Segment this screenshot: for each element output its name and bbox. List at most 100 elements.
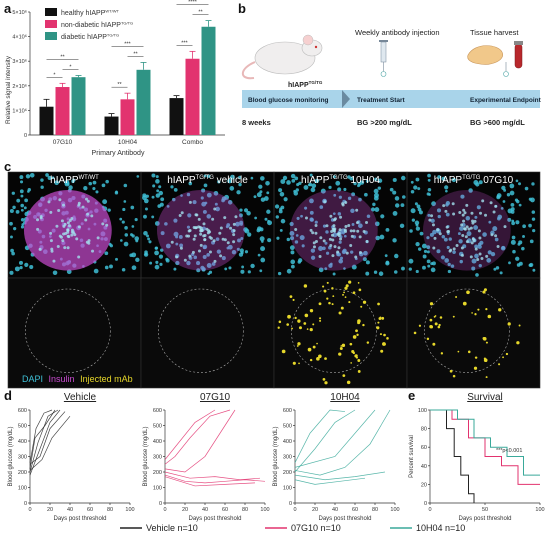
nucleus-dot — [380, 214, 385, 219]
glucose-line — [164, 409, 231, 465]
nucleus-dot — [509, 190, 515, 196]
islet-nucleus — [68, 224, 72, 228]
nucleus-dot — [10, 235, 13, 239]
panel-a-legend: healthy hIAPPWT/WT non-diabetic hIAPPTG/T… — [45, 8, 133, 41]
antibody-signal — [306, 328, 309, 330]
nucleus-dot — [155, 175, 159, 179]
nucleus-dot — [250, 176, 254, 180]
islet-nucleus — [347, 223, 351, 227]
antibody-signal — [482, 337, 487, 341]
nucleus-dot — [158, 185, 162, 189]
islet-outline — [423, 288, 510, 373]
y-tick-label: 200 — [153, 470, 162, 476]
nucleus-dot — [295, 188, 299, 192]
legend-swatch — [45, 8, 57, 16]
nucleus-dot — [244, 250, 249, 254]
islet-nucleus — [208, 250, 212, 254]
x-axis-label: Days post threshold — [188, 516, 241, 522]
nucleus-dot — [309, 210, 314, 215]
nucleus-dot — [351, 264, 357, 270]
nucleus-dot — [359, 180, 365, 185]
islet-nucleus — [318, 254, 322, 258]
islet-nucleus — [358, 235, 362, 239]
antibody-signal — [483, 358, 488, 363]
nucleus-dot — [289, 245, 295, 251]
nucleus-dot — [130, 233, 133, 237]
nucleus-dot — [11, 191, 15, 195]
antibody-signal — [376, 326, 380, 330]
islet-nucleus — [339, 237, 343, 241]
nucleus-dot — [20, 203, 25, 208]
legend-label: Vehicle n=10 — [146, 523, 198, 533]
antibody-signal — [339, 347, 343, 351]
antibody-signal — [474, 356, 478, 359]
nucleus-dot — [422, 254, 427, 259]
antibody-signal — [346, 380, 351, 385]
islet-nucleus — [337, 246, 341, 250]
antibody-signal — [356, 333, 359, 337]
x-axis-label: Days post threshold — [458, 516, 511, 522]
nucleus-dot — [123, 183, 128, 188]
antibody-signal — [348, 280, 352, 284]
significance-label: *** — [181, 40, 188, 46]
islet-nucleus — [314, 223, 318, 227]
microscopy-image-bottom — [7, 277, 142, 389]
islet-nucleus — [349, 244, 353, 248]
nucleus-dot — [309, 217, 314, 222]
nucleus-dot — [459, 259, 463, 264]
nucleus-dot — [310, 255, 316, 260]
nucleus-dot — [347, 196, 352, 201]
nucleus-dot — [335, 180, 341, 186]
antibody-signal — [342, 374, 346, 378]
nucleus-dot — [324, 267, 328, 271]
nucleus-dot — [448, 237, 452, 241]
y-tick-label: 600 — [18, 408, 27, 414]
nucleus-dot — [418, 210, 423, 215]
islet-nucleus — [61, 239, 65, 243]
nucleus-dot — [68, 185, 73, 190]
nucleus-dot — [531, 217, 536, 221]
nucleus-dot — [107, 208, 111, 212]
nucleus-dot — [202, 244, 208, 250]
antibody-signal — [287, 314, 291, 319]
x-tick-label: 80 — [242, 507, 248, 513]
panel-c-microscopy: c hIAPPWT/WT hIAPPTG/TG vehicle hIAPPTG/TG… — [4, 159, 541, 389]
nucleus-dot — [260, 197, 266, 202]
islet-nucleus — [478, 252, 482, 256]
nucleus-dot — [414, 202, 418, 206]
significance-label: **** — [188, 0, 197, 6]
nucleus-dot — [364, 192, 368, 197]
plot-title: 10H04 — [330, 392, 360, 403]
islet-nucleus — [234, 215, 238, 219]
x-tick-label: 07G10 — [53, 139, 73, 146]
islet-nucleus — [86, 212, 90, 216]
glucose-line — [294, 409, 376, 468]
nucleus-dot — [366, 214, 371, 219]
nucleus-dot — [120, 239, 123, 242]
nucleus-dot — [282, 175, 288, 181]
nucleus-dot — [415, 223, 419, 227]
islet-nucleus — [477, 229, 481, 233]
nucleus-dot — [325, 251, 330, 255]
nucleus-dot — [18, 260, 23, 265]
nucleus-dot — [410, 180, 414, 184]
nucleus-dot — [154, 250, 159, 256]
nucleus-dot — [29, 172, 35, 178]
bar — [55, 87, 70, 135]
islet-nucleus — [56, 245, 60, 249]
antibody-signal — [297, 319, 301, 323]
plot-title: Survival — [467, 392, 503, 403]
antibody-signal — [292, 361, 296, 365]
panels-d-e: d e Vehicle n=10 07G10 n=10 10H04 n=10 Veh… — [4, 388, 545, 533]
bar — [136, 69, 151, 135]
nucleus-dot — [121, 268, 126, 272]
nucleus-dot — [416, 204, 421, 209]
islet-nucleus — [344, 229, 348, 233]
antibody-signal — [303, 322, 307, 325]
nucleus-dot — [440, 255, 445, 260]
x-axis-label: Days post threshold — [53, 516, 106, 522]
islet-nucleus — [365, 240, 369, 244]
nucleus-dot — [446, 245, 450, 250]
nucleus-dot — [353, 181, 357, 186]
nucleus-dot — [40, 178, 44, 182]
